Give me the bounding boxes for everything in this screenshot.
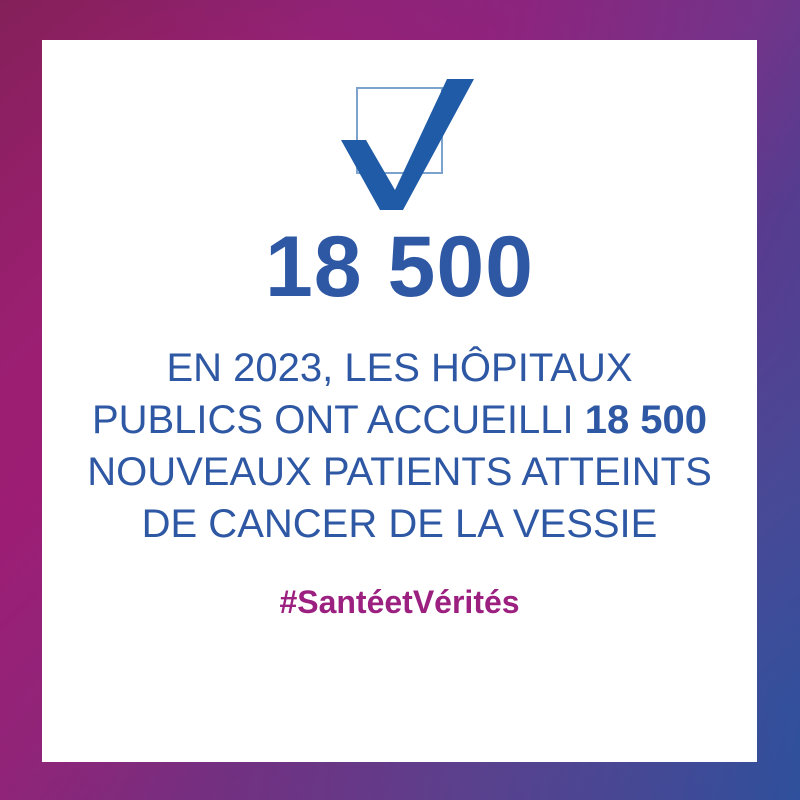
stat-number: 18 500 [264, 219, 535, 315]
statement-text: EN 2023, LES HÔPITAUX PUBLICS ONT ACCUEI… [80, 342, 720, 550]
hashtag: #SantéetVérités [279, 584, 520, 620]
content-card: 18 500 EN 2023, LES HÔPITAUX PUBLICS ONT… [42, 40, 757, 762]
statement-part-1: EN 2023, LES HÔPITAUX PUBLICS ONT ACCUEI… [91, 346, 633, 442]
statement-highlight-number: 18 500 [584, 398, 708, 442]
checkmark-in-box-icon [320, 75, 480, 210]
icon-check-mark [340, 79, 474, 210]
statement-part-3: NOUVEAUX PATIENTS ATTEINTS DE CANCER DE … [87, 450, 712, 546]
